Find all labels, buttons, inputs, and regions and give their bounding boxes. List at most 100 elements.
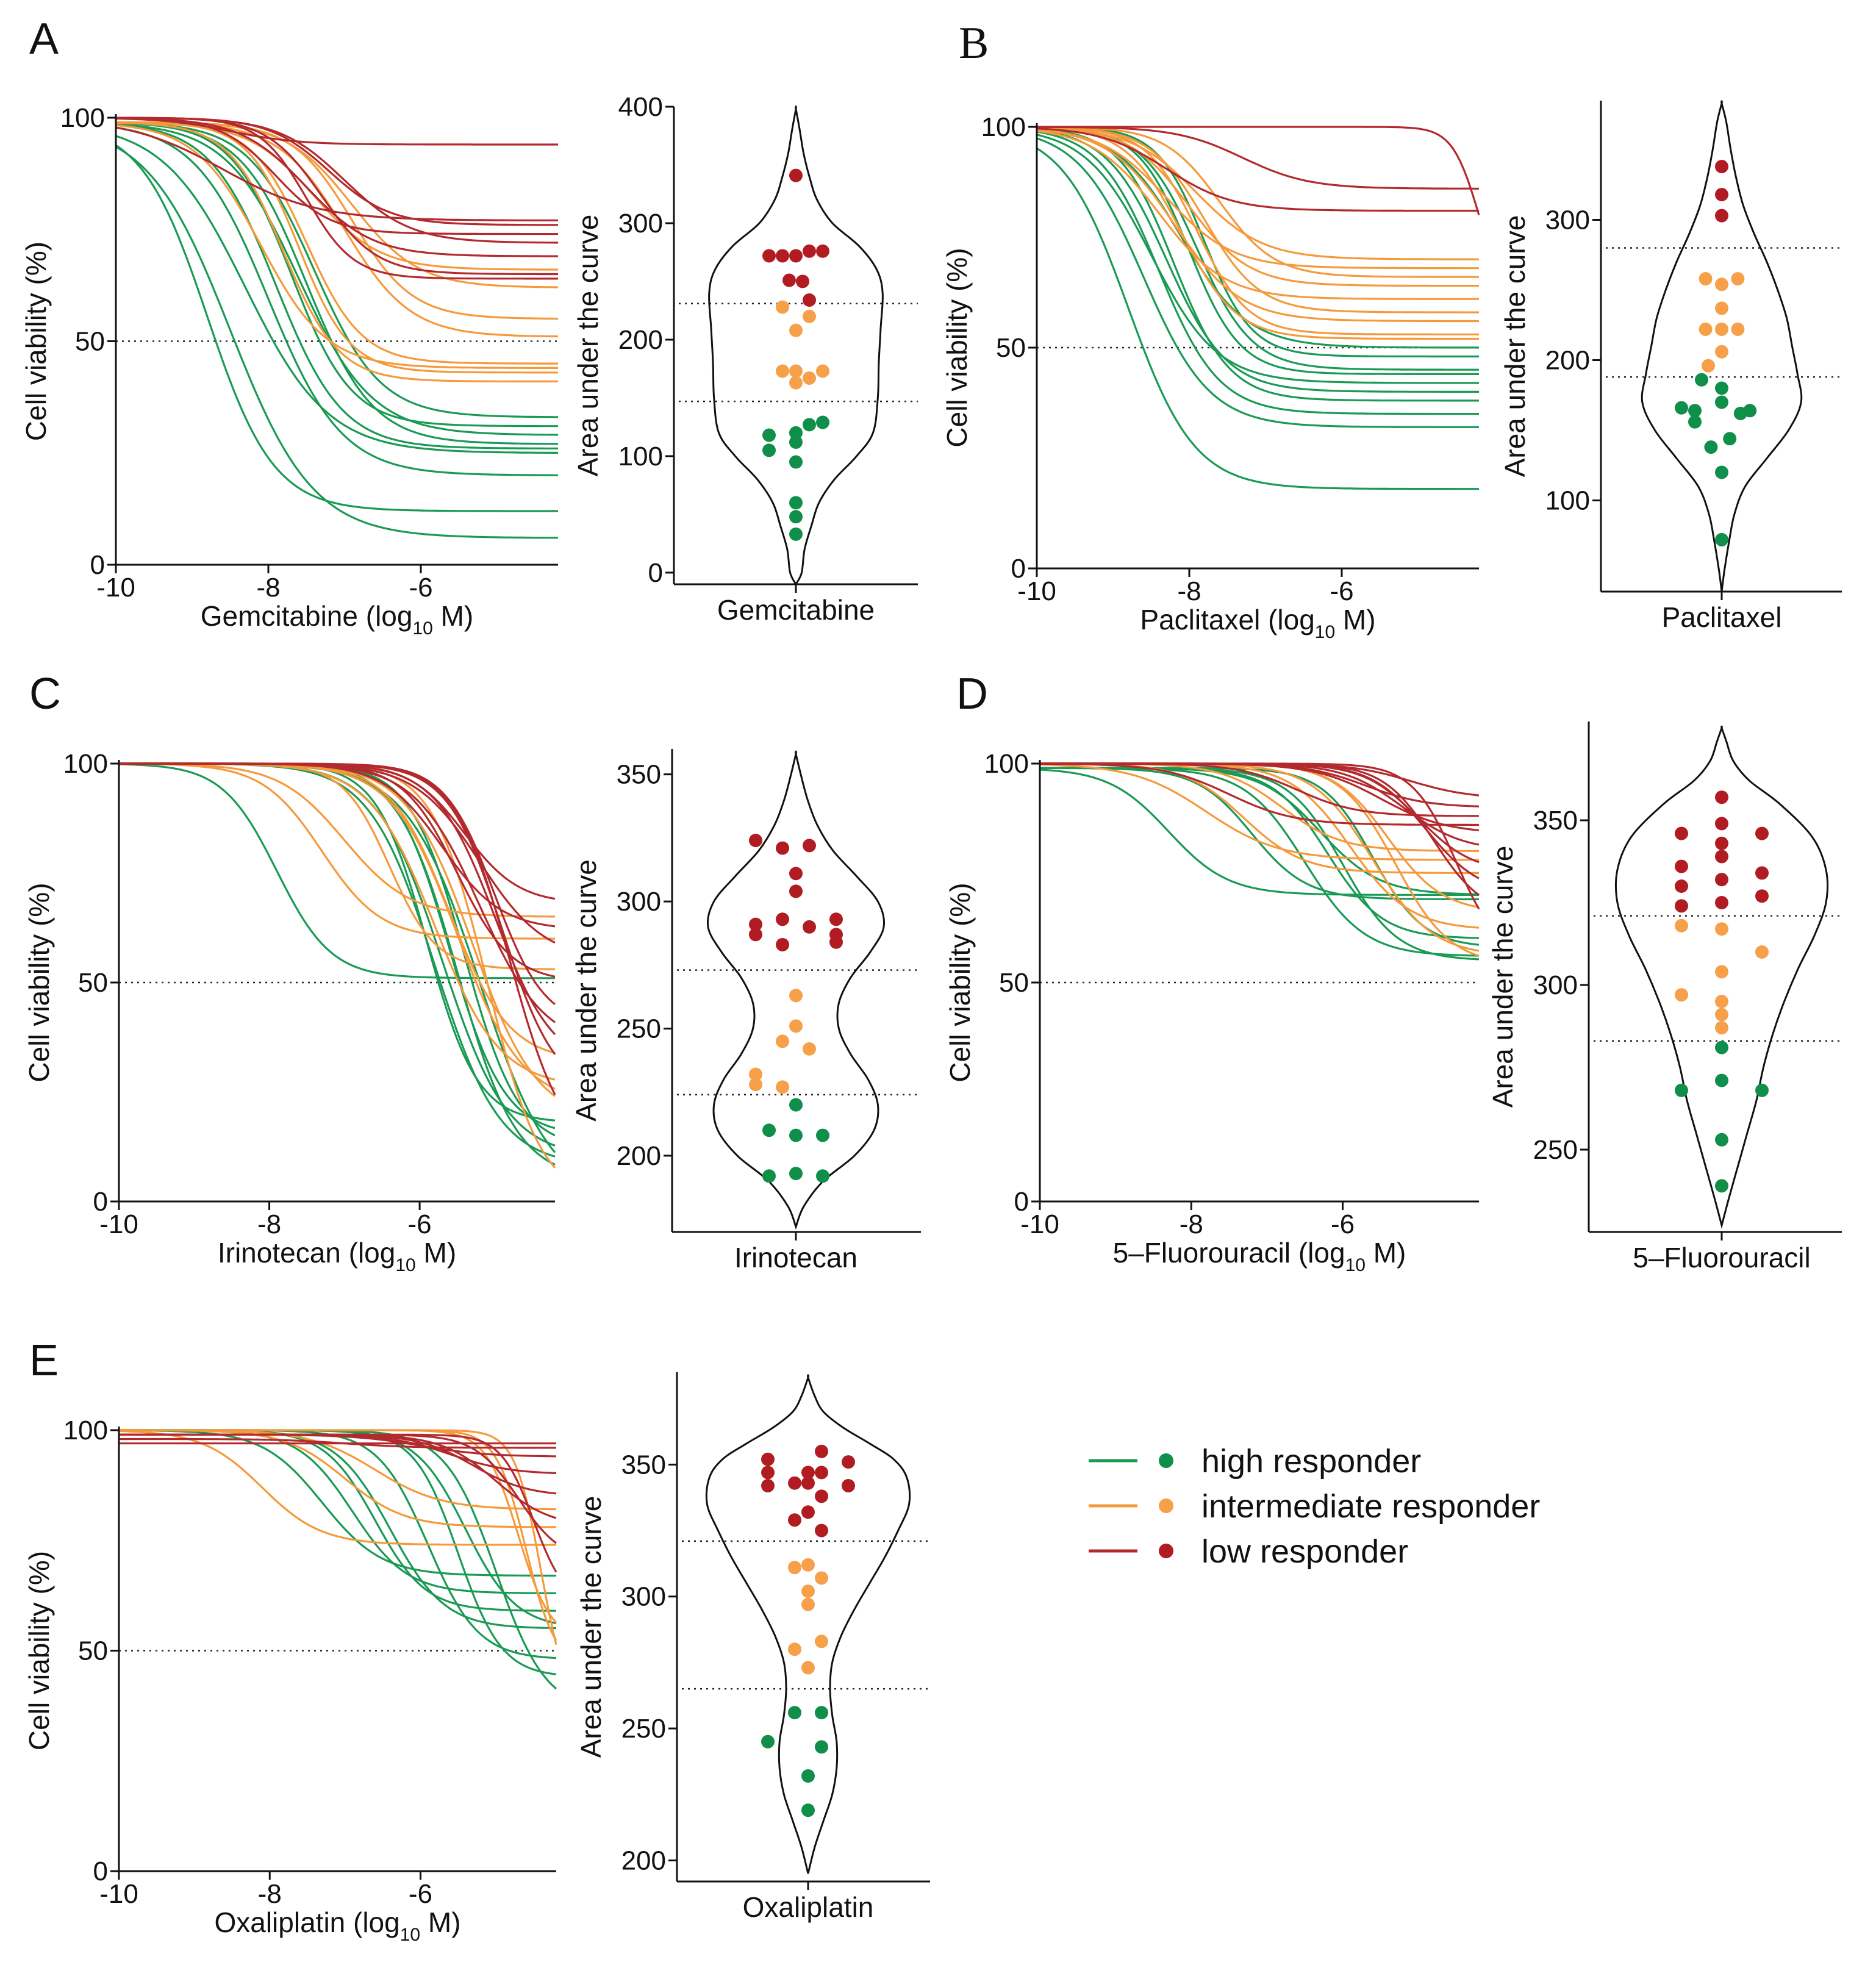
auc-point-high — [789, 1167, 803, 1181]
curve-low-14 — [1039, 762, 1479, 826]
curve-high-6 — [1040, 767, 1480, 939]
auc-point-intermediate — [803, 371, 816, 385]
curves — [115, 116, 559, 539]
violin-chart-c: 200 250 300 350 Irinotecan Area under the cur… — [570, 749, 921, 1273]
auc-point-low — [761, 1452, 775, 1466]
legend-dot-low — [1159, 1544, 1173, 1558]
curve-high-1 — [115, 144, 558, 512]
auc-point-high — [1715, 395, 1728, 409]
auc-point-low — [829, 912, 843, 926]
auc-point-high — [1743, 404, 1757, 418]
violin-points — [1675, 790, 1769, 1193]
auc-point-intermediate — [1715, 301, 1728, 315]
curve-low-23 — [115, 126, 558, 221]
curve-intermediate-13 — [119, 1429, 557, 1624]
x-tick-label: -8 — [1180, 1209, 1203, 1239]
y-tick-label: 50 — [78, 968, 108, 998]
violin-outline — [705, 1374, 911, 1874]
auc-point-low — [801, 1466, 815, 1480]
x-axis-label-subscript: 10 — [412, 618, 432, 639]
auc-point-low — [842, 1479, 855, 1493]
curve-low-24 — [115, 117, 558, 146]
violin-y-tick-label: 300 — [617, 887, 661, 917]
auc-point-low — [1675, 899, 1688, 913]
x-axis-label-main: Irinotecan (log — [218, 1237, 396, 1269]
auc-point-low — [1715, 188, 1728, 202]
y-tick-label: 50 — [75, 327, 105, 357]
curve-high-0 — [118, 763, 555, 979]
violin-y-tick-label: 350 — [617, 760, 661, 790]
auc-point-low — [776, 937, 789, 951]
curve-intermediate-9 — [119, 1429, 556, 1528]
auc-point-low — [803, 839, 816, 853]
x-axis-label-subscript: 10 — [395, 1255, 415, 1275]
legend-dot-intermediate — [1159, 1498, 1173, 1513]
auc-point-high — [762, 443, 776, 457]
curve-intermediate-15 — [115, 121, 559, 288]
curve-high-7 — [115, 122, 558, 428]
curve-high-2 — [115, 126, 558, 476]
curves — [1039, 762, 1480, 961]
auc-point-intermediate — [1675, 988, 1688, 1002]
auc-point-low — [801, 1505, 815, 1519]
curve-high-4 — [1036, 129, 1479, 393]
curve-high-5 — [1040, 767, 1480, 946]
violin-points — [749, 834, 843, 1183]
auc-point-high — [1715, 1179, 1728, 1193]
auc-point-intermediate — [1731, 272, 1745, 286]
violin-points — [761, 1444, 855, 1817]
auc-point-intermediate — [1715, 1021, 1728, 1035]
x-axis-label: 5–Fluorouracil (log10 M) — [1113, 1237, 1406, 1275]
x-axis-label-unit: M) — [416, 1237, 456, 1269]
curve-high-8 — [115, 121, 558, 418]
x-tick-label: -10 — [1020, 1209, 1059, 1239]
auc-point-low — [1715, 817, 1728, 831]
violin-points — [762, 168, 829, 541]
auc-point-high — [789, 1098, 803, 1112]
violin-y-axis-label: Area under the curve — [1499, 215, 1531, 478]
auc-point-intermediate — [816, 364, 829, 378]
violin-x-axis-label: Paclitaxel — [1662, 601, 1782, 633]
y-tick-label: 0 — [93, 1856, 108, 1886]
auc-point-high — [1695, 373, 1708, 387]
panel-letter-a: A — [29, 15, 59, 63]
curve-high-1 — [1036, 137, 1479, 428]
x-axis-label: Gemcitabine (log10 M) — [201, 600, 474, 639]
violin-y-tick-label: 0 — [648, 558, 663, 588]
curve-low-20 — [1037, 126, 1479, 190]
legend-dot-high — [1159, 1453, 1173, 1468]
auc-point-high — [1715, 381, 1728, 395]
auc-point-high — [789, 510, 803, 524]
auc-point-low — [829, 928, 843, 942]
auc-point-low — [1715, 209, 1728, 223]
curve-high-3 — [1036, 127, 1479, 402]
curve-high-5 — [119, 762, 556, 1137]
auc-point-high — [762, 428, 776, 442]
legend-label-high: high responder — [1201, 1443, 1421, 1480]
auc-point-intermediate — [1715, 995, 1728, 1008]
auc-point-low — [815, 1466, 828, 1480]
auc-point-low — [1715, 790, 1728, 804]
violin-y-tick-label: 300 — [1533, 970, 1578, 1000]
legend-label-intermediate: intermediate responder — [1201, 1488, 1540, 1525]
auc-point-low — [782, 273, 796, 287]
auc-point-low — [815, 1489, 828, 1503]
auc-point-intermediate — [1715, 922, 1728, 936]
auc-point-high — [816, 1169, 829, 1183]
auc-point-intermediate — [776, 300, 789, 314]
x-axis-label-unit: M) — [420, 1907, 460, 1938]
auc-point-intermediate — [801, 1597, 815, 1611]
violin-x-axis-label: Oxaliplatin — [743, 1891, 874, 1923]
violin-x-axis-label: Irinotecan — [734, 1242, 857, 1273]
auc-point-intermediate — [1699, 322, 1713, 336]
violin-y-tick-label: 250 — [1533, 1135, 1578, 1165]
curve-low-24 — [119, 762, 556, 900]
y-tick-label: 50 — [999, 968, 1029, 998]
auc-point-low — [816, 244, 829, 258]
auc-point-high — [1715, 1040, 1728, 1054]
curve-low-23 — [119, 762, 556, 928]
curve-high-4 — [119, 762, 556, 1147]
curve-intermediate-9 — [119, 762, 555, 918]
violin-chart-d: 250 300 350 5–Fluorouracil Area under the cu… — [1487, 721, 1842, 1273]
